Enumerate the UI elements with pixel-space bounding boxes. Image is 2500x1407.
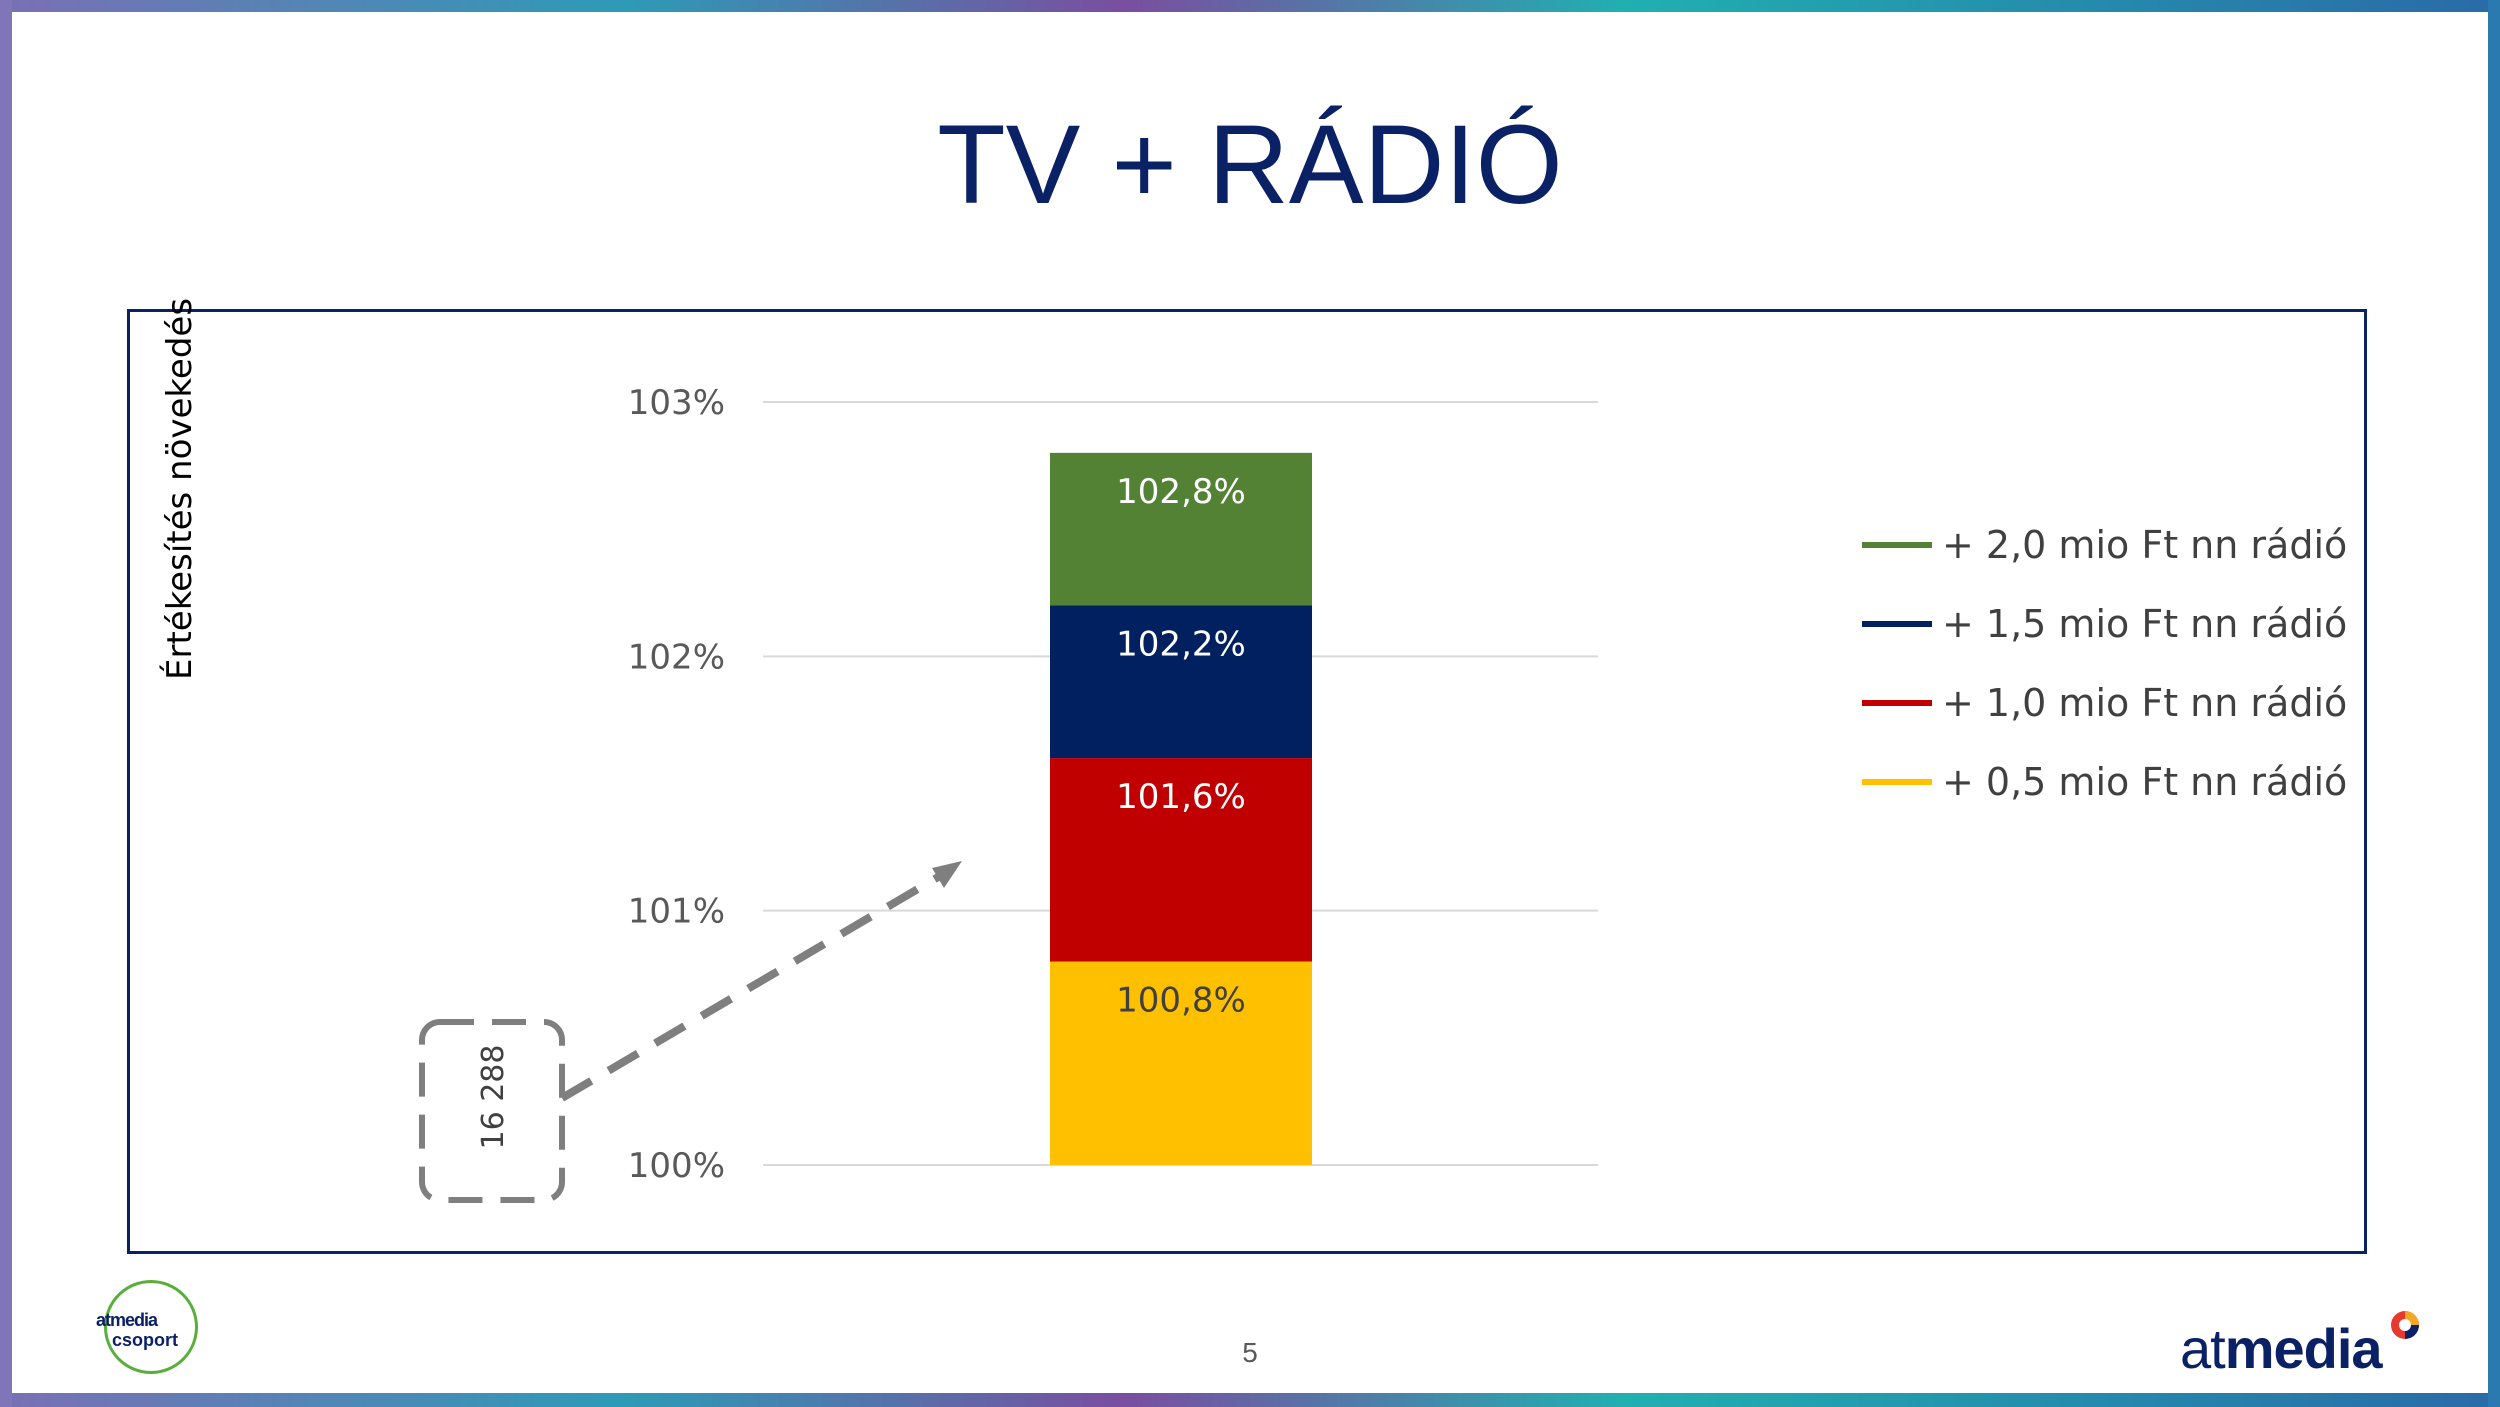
callout-arrow-head: [932, 861, 962, 888]
page-number: 5: [1242, 1337, 1258, 1368]
atmedia-csoport-logo: atmedia csoport: [92, 1280, 206, 1374]
bar-data-label: 102,2%: [1116, 624, 1246, 664]
atmedia-logo: atmedia: [2180, 1310, 2430, 1380]
slide-title: TV + RÁDIÓ: [937, 102, 1563, 227]
bar-data-label: 102,8%: [1116, 472, 1246, 512]
frame-top-border: [0, 0, 2500, 12]
atmedia-wordmark: atmedia: [2180, 1317, 2383, 1380]
logo-left-line2: csoport: [112, 1330, 179, 1350]
bar-segment: [1050, 452, 1312, 606]
legend-label: + 2,0 mio Ft nn rádió: [1942, 523, 2347, 567]
callout-box: [419, 1019, 565, 1203]
y-tick-label: 103%: [628, 383, 725, 423]
legend-label: + 1,0 mio Ft nn rádió: [1942, 681, 2347, 725]
bar-data-label: 100,8%: [1116, 981, 1246, 1021]
bar-segment: [1050, 758, 1312, 962]
legend-label: + 0,5 mio Ft nn rádió: [1942, 760, 2347, 804]
frame-bottom-border: [0, 1393, 2500, 1407]
frame-left-border: [0, 0, 12, 1407]
y-tick-label: 100%: [628, 1146, 725, 1186]
bar-segment: [1050, 605, 1312, 759]
bar-data-label: 101,6%: [1116, 777, 1246, 817]
callout-value: 16 288: [476, 1045, 511, 1150]
callout-arrow-line: [559, 872, 943, 1102]
frame-right-border: [2488, 0, 2500, 1407]
y-tick-label: 101%: [628, 892, 725, 932]
logo-ring: [104, 1280, 198, 1374]
atmedia-logo-mark-icon: [2391, 1311, 2419, 1339]
bar-segment: [1050, 961, 1312, 1165]
legend-label: + 1,5 mio Ft nn rádió: [1942, 602, 2347, 646]
chart-frame: [127, 309, 2367, 1254]
y-tick-label: 102%: [628, 637, 725, 677]
logo-left-line1: atmedia: [96, 1310, 158, 1330]
